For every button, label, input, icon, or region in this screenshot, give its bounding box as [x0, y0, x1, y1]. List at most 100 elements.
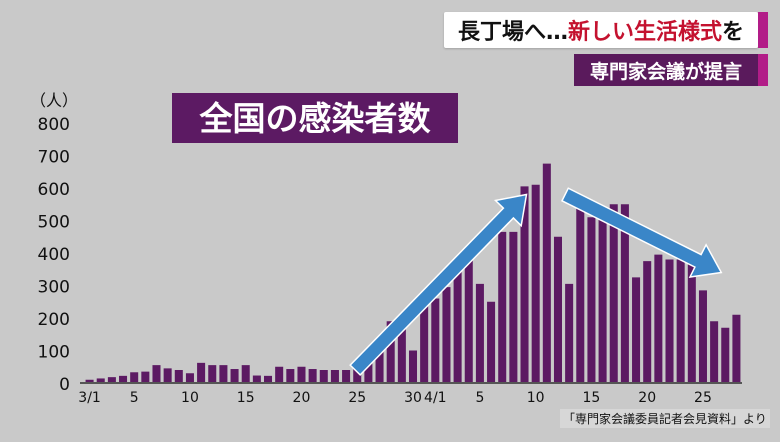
chart-title-box: 全国の感染者数 — [172, 93, 458, 143]
bar — [431, 298, 440, 383]
bar — [698, 290, 707, 383]
bar — [453, 270, 462, 383]
trend-arrow-down — [560, 187, 723, 278]
x-tick-label: 25 — [694, 390, 712, 406]
x-tick-label: 30 — [404, 390, 422, 406]
y-tick-label: 600 — [38, 180, 70, 200]
subtitle-text: 専門家会議が提言 — [589, 60, 742, 83]
y-tick-label: 0 — [59, 375, 70, 395]
chart-title: 全国の感染者数 — [199, 99, 432, 138]
y-tick-label: 100 — [38, 343, 70, 363]
bar — [665, 259, 674, 383]
x-tick-label: 5 — [475, 390, 484, 406]
bar — [565, 283, 574, 383]
bar — [408, 350, 418, 383]
x-tick-label: 25 — [348, 390, 366, 406]
bar — [687, 264, 696, 383]
bar — [319, 370, 328, 383]
x-tick-label: 5 — [130, 390, 139, 406]
bar — [576, 201, 585, 383]
x-tick-label: 10 — [181, 390, 199, 406]
y-tick-label: 200 — [38, 310, 70, 330]
y-tick-label: 700 — [38, 148, 70, 168]
trend-arrows — [349, 187, 723, 376]
headline-text-accent: 新しい生活様式 — [567, 20, 722, 45]
bar — [130, 372, 139, 383]
bar — [375, 344, 384, 383]
bar — [197, 362, 206, 383]
bar — [710, 321, 719, 383]
bar — [174, 370, 183, 383]
y-tick-labels: 0 100 200 300 400 500 600 700 800 — [38, 115, 70, 395]
bar — [330, 370, 339, 383]
bar — [219, 365, 228, 383]
bar — [107, 377, 116, 383]
x-tick-label: 20 — [293, 390, 311, 406]
bar — [152, 365, 161, 383]
y-tick-label: 800 — [38, 115, 70, 135]
bar — [531, 184, 540, 383]
headline-text-part2: を — [721, 20, 744, 45]
bar — [598, 209, 607, 383]
bar — [264, 375, 273, 383]
bar — [553, 236, 562, 383]
trend-arrow-up — [349, 193, 528, 376]
bar — [163, 368, 172, 383]
bar — [654, 254, 663, 383]
bar — [542, 163, 551, 383]
bars-group — [85, 163, 741, 383]
bar — [643, 261, 652, 383]
subtitle-banner: 専門家会議が提言 — [573, 54, 768, 86]
y-tick-label: 500 — [38, 213, 70, 233]
bar — [342, 370, 351, 383]
y-axis-unit-label: （人） — [30, 91, 78, 110]
y-tick-label: 400 — [38, 245, 70, 265]
bar — [509, 231, 518, 383]
bar — [119, 375, 128, 383]
bar — [732, 314, 741, 383]
bar — [420, 300, 429, 383]
source-note: 「専門家会議委員記者会見資料」より — [560, 409, 770, 428]
bar — [353, 363, 362, 383]
headline-banner: 長丁場へ… 新しい生活様式を — [443, 12, 768, 48]
bar — [297, 366, 306, 383]
x-tick-label: 15 — [583, 390, 601, 406]
bar — [141, 371, 150, 383]
bar — [609, 204, 618, 383]
bar — [676, 259, 685, 383]
x-tick-label: 15 — [237, 390, 255, 406]
x-tick-labels: 3/1 5 10 15 20 25 30 4/1 5 10 15 20 25 — [78, 390, 712, 406]
bar — [230, 369, 239, 383]
bar — [275, 366, 284, 383]
chart-title-background — [172, 93, 458, 143]
bar — [397, 329, 406, 383]
bar — [286, 369, 295, 383]
headline-text-part1: 長丁場へ… — [457, 20, 568, 45]
bar — [587, 217, 596, 383]
bar — [308, 369, 317, 383]
bar — [487, 301, 496, 383]
x-tick-label: 4/1 — [424, 390, 447, 406]
x-tick-label: 10 — [527, 390, 545, 406]
bar — [252, 375, 261, 383]
bar — [464, 259, 473, 383]
bar — [185, 373, 194, 383]
bar — [241, 365, 250, 383]
bar — [498, 231, 507, 383]
bar — [386, 321, 395, 383]
bar — [632, 277, 641, 383]
subtitle-accent-bar — [758, 54, 768, 86]
y-tick-label: 300 — [38, 278, 70, 298]
bar — [620, 204, 629, 383]
bar — [442, 287, 451, 383]
bar — [721, 327, 730, 383]
bar — [475, 283, 484, 383]
headline-accent-bar — [758, 12, 768, 48]
bar — [208, 365, 217, 383]
bar — [85, 379, 94, 383]
x-tick-label: 3/1 — [78, 390, 101, 406]
x-tick-label: 20 — [638, 390, 656, 406]
bar — [520, 186, 529, 383]
